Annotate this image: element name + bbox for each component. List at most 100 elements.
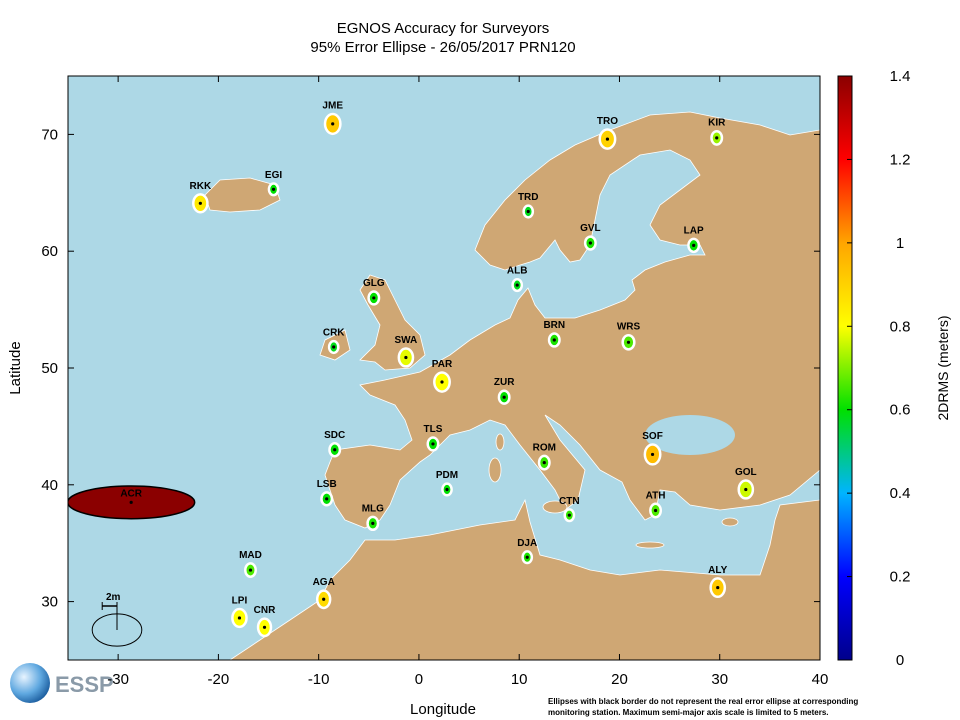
x-axis-label: Longitude (410, 701, 476, 718)
land (229, 498, 820, 660)
station-dot (271, 187, 276, 191)
station-dot (440, 380, 444, 384)
footnote: monitoring station. Maximum semi-major a… (548, 708, 829, 717)
station-label: DJA (517, 538, 537, 549)
station-label: TLS (424, 424, 443, 435)
station-label: JME (322, 100, 343, 111)
station-label: BRN (543, 320, 565, 331)
station-dot (716, 585, 720, 590)
x-tick-label: 20 (611, 671, 628, 688)
station-label: ACR (120, 488, 142, 499)
station-dot (371, 521, 375, 525)
station-label: PDM (436, 470, 458, 481)
x-tick-label: -10 (308, 671, 330, 688)
station-dot (445, 487, 449, 492)
station-label: LAP (684, 225, 704, 236)
colorbar-tick-label: 0.6 (890, 402, 911, 419)
basemap (68, 76, 820, 660)
station-dot (567, 513, 571, 517)
colorbar-tick-label: 1.4 (890, 68, 911, 85)
station-dot (526, 209, 530, 214)
station-label: ALB (507, 266, 528, 277)
station-label: TRO (597, 116, 618, 127)
station-label: CRK (323, 328, 345, 339)
station-label: RKK (190, 181, 212, 192)
station-dot (322, 597, 326, 601)
station-label: TRD (518, 192, 539, 203)
y-tick-label: 70 (41, 126, 58, 143)
station-dot (198, 201, 202, 205)
station-dot (605, 137, 610, 141)
station-label: GOL (735, 467, 757, 478)
y-tick-label: 50 (41, 360, 58, 377)
station-label: LPI (232, 596, 248, 607)
station-label: AGA (313, 577, 335, 588)
station-dot (653, 508, 658, 513)
station-label: SOF (642, 431, 663, 442)
chart-subtitle: 95% Error Ellipse - 26/05/2017 PRN120 (310, 39, 575, 56)
station-label: SDC (324, 430, 345, 441)
station-dot (129, 500, 133, 504)
station-dot (515, 283, 519, 287)
logo-text: ESSP (55, 672, 114, 697)
station-dot (692, 243, 696, 247)
x-tick-label: 40 (812, 671, 829, 688)
colorbar-label: 2DRMS (meters) (935, 315, 951, 420)
data-layer: -30 -20 -10 0 10 20 30 40 30 40 50 60 70 0 0.2 0.4 0.6 0.… (41, 68, 910, 688)
station-label: KIR (708, 118, 726, 129)
station-label: MAD (239, 550, 262, 561)
land (542, 500, 568, 514)
station-label: ATH (646, 490, 666, 501)
station-label: ROM (533, 442, 556, 453)
station-dot (502, 395, 506, 399)
station-label: PAR (432, 359, 453, 370)
station-dot (542, 461, 546, 465)
colorbar (837, 75, 853, 661)
station-label: MLG (362, 503, 384, 514)
station-label: LSB (317, 479, 337, 490)
x-tick-label: 0 (415, 671, 423, 688)
station-dot (332, 345, 336, 349)
land (635, 541, 665, 549)
y-tick-label: 30 (41, 594, 58, 611)
station-label: CNR (254, 605, 276, 616)
land (721, 517, 739, 527)
station-dot (431, 442, 435, 446)
y-tick-label: 60 (41, 243, 58, 260)
station-dot (715, 136, 719, 140)
station-label: WRS (617, 322, 641, 333)
logo-icon (10, 663, 50, 703)
station-dot (552, 338, 556, 342)
station-label: GVL (580, 223, 601, 234)
stations: JME TRO KIR EGI RKK TRD GVL LAP ALB GLG CRK BRN WRS S… (68, 100, 757, 638)
footnote: Ellipses with black border do not repres… (548, 697, 858, 706)
colorbar-tick-label: 0.2 (890, 569, 911, 586)
colorbar-tick-label: 1 (896, 235, 904, 252)
land (495, 433, 505, 451)
colorbar-tick-label: 0 (896, 652, 904, 669)
colorbar-tick-label: 0.4 (890, 485, 911, 502)
y-axis-label: Latitude (7, 341, 24, 394)
station-dot (248, 568, 253, 572)
station-dot (331, 122, 335, 126)
station-label: CTN (559, 496, 580, 507)
station-dot (744, 487, 748, 492)
scale-label: 2m (106, 592, 121, 603)
x-tick-label: -20 (208, 671, 230, 688)
station-dot (626, 340, 631, 344)
station-dot (262, 625, 267, 629)
x-tick-label: -30 (107, 671, 129, 688)
x-tick-label: 30 (711, 671, 728, 688)
station-label: ZUR (494, 377, 515, 388)
x-tick-label: 10 (511, 671, 528, 688)
station-dot (404, 355, 408, 360)
colorbar-tick-label: 1.2 (890, 151, 911, 168)
station-dot (525, 555, 529, 559)
station-label: GLG (363, 278, 385, 289)
station-dot (325, 497, 329, 501)
station-label: SWA (395, 335, 418, 346)
station-label: EGI (265, 170, 282, 181)
station-dot (650, 452, 655, 457)
station-dot (588, 241, 592, 245)
